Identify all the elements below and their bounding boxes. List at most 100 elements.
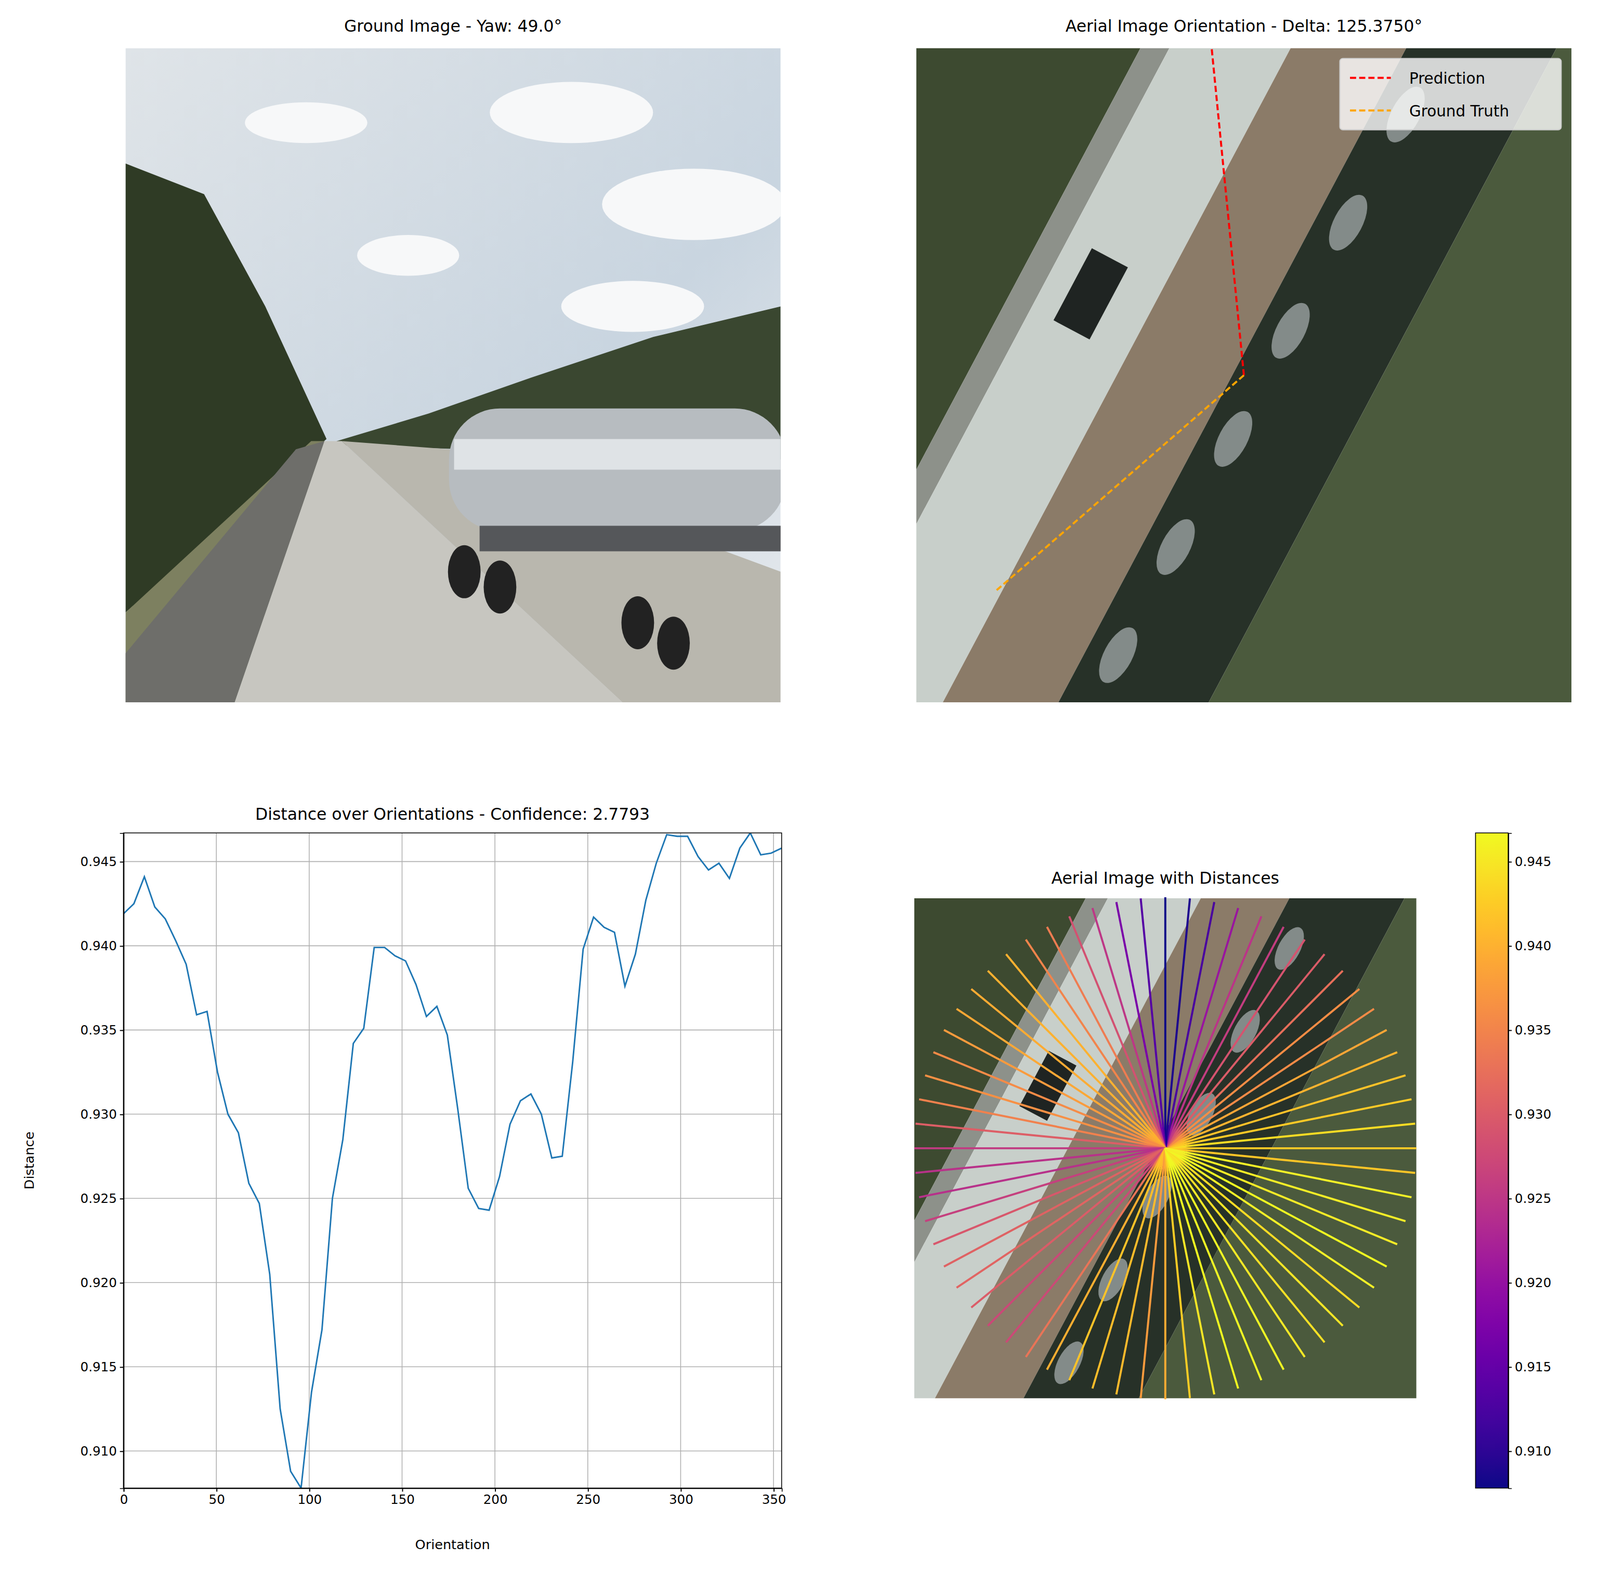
- grid-line: [123, 1198, 782, 1200]
- tick-mark: [216, 1488, 218, 1492]
- tick-label: 150: [390, 1491, 415, 1507]
- tick: 0.935: [80, 1022, 124, 1038]
- tick-mark: [1507, 945, 1512, 947]
- tick-mark: [1507, 1113, 1512, 1116]
- tick-label: 0.930: [80, 1106, 117, 1122]
- radial-line: [1116, 1148, 1166, 1395]
- radial-lines: [914, 897, 1417, 1400]
- radial-line: [1164, 1148, 1167, 1400]
- cloud: [244, 102, 368, 144]
- tick-mark: [120, 1282, 124, 1284]
- title: Distance over Orientations - Confidence:…: [255, 804, 650, 824]
- x-axis-title: Orientation: [415, 1536, 491, 1553]
- cloud: [357, 234, 459, 277]
- orientation-line: [996, 375, 1244, 590]
- grid-line: [123, 1282, 782, 1284]
- tick-mark: [587, 1488, 589, 1492]
- legend: PredictionGround Truth: [1339, 58, 1562, 130]
- figure: Ground Image - Yaw: 49.0° PredictionGroun…: [0, 0, 1600, 1572]
- radial-line: [915, 1123, 1166, 1149]
- tick-label: 0.910: [80, 1443, 117, 1459]
- tick-label: 200: [483, 1491, 508, 1507]
- title: Aerial Image with Distances: [1051, 868, 1280, 888]
- tick-mark: [1507, 1450, 1512, 1452]
- ground-image: [125, 48, 781, 703]
- grid-line: [123, 1113, 782, 1116]
- grid-line: [494, 832, 496, 1488]
- tick: 0: [120, 1488, 129, 1507]
- radial-line: [971, 989, 1165, 1149]
- tanker: [449, 408, 781, 532]
- tick-label: 250: [575, 1491, 601, 1507]
- axis-line: [120, 833, 125, 1489]
- axis-line: [1508, 833, 1512, 1489]
- radial-line: [1165, 954, 1325, 1149]
- radial-line: [1165, 1148, 1387, 1267]
- tick: 0.945: [80, 854, 124, 870]
- title: Ground Image - Yaw: 49.0°: [344, 16, 562, 36]
- tick-mark: [680, 1488, 682, 1492]
- tanker-frame: [479, 525, 781, 552]
- aerial-image: [914, 898, 1417, 1399]
- tick-label: 0.935: [1514, 1022, 1552, 1038]
- wheel: [657, 616, 690, 670]
- radial-line: [1165, 1148, 1412, 1198]
- tick: 0.910: [1507, 1443, 1552, 1459]
- radial-line: [919, 1099, 1166, 1149]
- tick-mark: [773, 1488, 775, 1492]
- radial-line: [914, 1147, 1166, 1150]
- radial-line: [1165, 1148, 1284, 1370]
- radial-line: [943, 1148, 1166, 1267]
- radial-line: [1164, 897, 1167, 1149]
- orientation-line: [1211, 49, 1244, 376]
- tick-label: 0.925: [80, 1190, 117, 1206]
- radial-line: [1165, 1148, 1406, 1222]
- tick-label: 0.940: [80, 938, 117, 954]
- aerial-image: [916, 48, 1572, 703]
- tick-label: 50: [208, 1491, 226, 1507]
- tick-mark: [1507, 1366, 1512, 1368]
- tick-label: 0.940: [1514, 938, 1552, 954]
- ground-strip: [1016, 48, 1572, 703]
- tick: 250: [575, 1488, 601, 1507]
- tick-mark: [120, 861, 124, 863]
- tick: 0.935: [1507, 1022, 1552, 1038]
- radial-line: [1165, 916, 1262, 1149]
- tree-highlight: [1205, 404, 1261, 473]
- tree-highlight: [1263, 296, 1318, 365]
- radial-line: [971, 1148, 1165, 1308]
- tick-mark: [309, 1488, 311, 1492]
- radial-line: [956, 1148, 1166, 1288]
- tree-highlight: [1092, 1253, 1134, 1306]
- radial-line: [1140, 1148, 1165, 1399]
- radial-line: [1165, 1148, 1305, 1358]
- grid-line: [123, 1450, 782, 1452]
- radial-line: [1165, 1148, 1325, 1343]
- grid-line: [680, 832, 682, 1488]
- tree-highlight: [1148, 513, 1203, 581]
- tick-label: 0.910: [1514, 1443, 1552, 1459]
- tick-mark: [1507, 1198, 1512, 1200]
- radial-line: [1165, 1148, 1360, 1308]
- tick: 200: [483, 1488, 508, 1507]
- legend-box: [1339, 58, 1562, 130]
- radial-line: [1025, 939, 1165, 1149]
- plot-area: [123, 832, 782, 1488]
- tick: 0.910: [80, 1443, 124, 1459]
- tick: 300: [669, 1488, 694, 1507]
- tick-mark: [120, 1029, 124, 1031]
- tick-label: 0.935: [80, 1022, 117, 1038]
- tick: 0.915: [1507, 1359, 1552, 1375]
- colorbar-axis: 0.9100.9150.9200.9250.9300.9350.9400.945: [1507, 833, 1552, 1489]
- tick-label: 300: [669, 1491, 694, 1507]
- tick-mark: [120, 945, 124, 947]
- tick-mark: [401, 1488, 403, 1492]
- cloud: [561, 280, 705, 332]
- grid: [123, 832, 782, 1488]
- grid-line: [587, 832, 589, 1488]
- grid-line: [772, 832, 775, 1488]
- tick-label: 0: [120, 1491, 129, 1507]
- axis-line: [124, 1488, 783, 1492]
- cloud: [489, 82, 653, 144]
- radial-line: [1165, 1029, 1387, 1149]
